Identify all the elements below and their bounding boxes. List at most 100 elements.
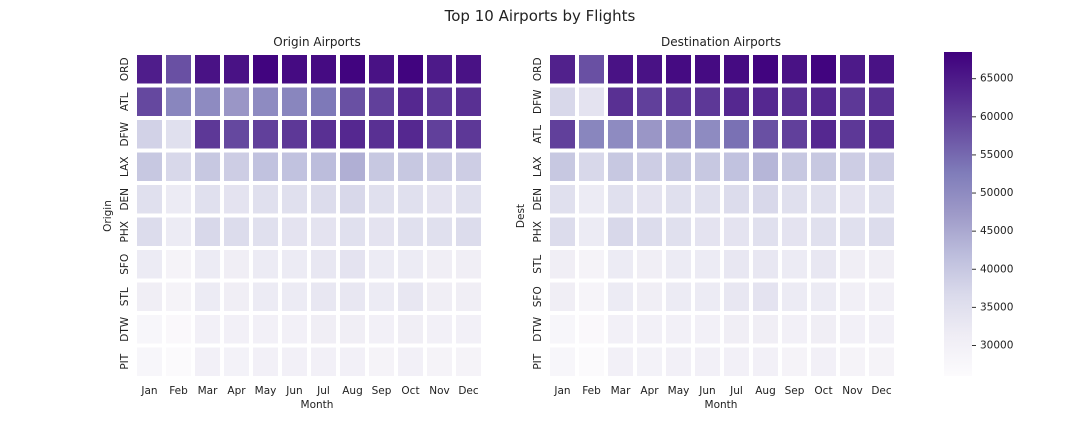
- destination-y-tick-label: ORD: [532, 57, 544, 81]
- origin-heatmap-cell: [166, 87, 191, 116]
- origin-heatmap-cell: [398, 87, 423, 116]
- origin-heatmap-cell: [456, 120, 481, 149]
- origin-heatmap-cell: [166, 250, 191, 279]
- origin-heatmap-cell: [398, 282, 423, 311]
- origin-y-tick-label: DFW: [119, 121, 131, 146]
- destination-heatmap-cell: [724, 55, 749, 84]
- origin-heatmap-cell: [195, 55, 220, 84]
- origin-heatmap-cell: [427, 282, 452, 311]
- origin-y-axis-label: Origin: [102, 200, 114, 232]
- origin-heatmap-cell: [137, 185, 162, 214]
- destination-heatmap-cell: [782, 250, 807, 279]
- origin-heatmap-cell: [253, 250, 278, 279]
- origin-y-tick-label: PIT: [119, 353, 131, 369]
- origin-heatmap-cell: [427, 120, 452, 149]
- destination-heatmap-cell: [666, 315, 691, 344]
- origin-heatmap-cell: [398, 152, 423, 181]
- origin-heatmap-cell: [427, 55, 452, 84]
- destination-x-tick-label: Mar: [611, 385, 631, 397]
- destination-heatmap-cell: [637, 152, 662, 181]
- origin-heatmap-cell: [166, 185, 191, 214]
- origin-heatmap-cell: [137, 152, 162, 181]
- origin-heatmap-cell: [224, 250, 249, 279]
- origin-y-tick-label: STL: [119, 287, 131, 306]
- destination-heatmap-cell: [753, 185, 778, 214]
- origin-heatmap-cell: [282, 55, 307, 84]
- origin-heatmap-cell: [340, 282, 365, 311]
- origin-heatmap-cell: [195, 185, 220, 214]
- destination-heatmap-cell: [608, 315, 633, 344]
- destination-heatmap-cell: [608, 87, 633, 116]
- origin-heatmap-cell: [456, 152, 481, 181]
- destination-heatmap-cell: [782, 120, 807, 149]
- origin-x-tick-label: Oct: [401, 385, 419, 397]
- destination-heatmap-cell: [579, 120, 604, 149]
- origin-x-tick-label: Aug: [342, 385, 363, 397]
- origin-heatmap-cell: [398, 315, 423, 344]
- destination-heatmap-cell: [579, 55, 604, 84]
- colorbar-tick-label: 45000: [980, 225, 1013, 237]
- origin-heatmap-cell: [224, 282, 249, 311]
- destination-x-tick-label: Oct: [814, 385, 832, 397]
- destination-heatmap-cell: [550, 152, 575, 181]
- destination-x-tick-label: May: [668, 385, 690, 397]
- origin-heatmap-cell: [282, 120, 307, 149]
- origin-heatmap-cell: [282, 217, 307, 246]
- destination-heatmap-cell: [666, 217, 691, 246]
- origin-heatmap-cell: [137, 87, 162, 116]
- origin-heatmap-cell: [427, 347, 452, 376]
- origin-x-tick-label: Jul: [316, 385, 330, 397]
- destination-heatmap-cell: [782, 282, 807, 311]
- destination-heatmap-cell: [811, 217, 836, 246]
- destination-heatmap-cell: [666, 347, 691, 376]
- colorbar-tick-label: 55000: [980, 149, 1013, 161]
- destination-heatmap-cell: [608, 347, 633, 376]
- origin-heatmap-cell: [253, 152, 278, 181]
- origin-heatmap-cell: [340, 55, 365, 84]
- origin-x-tick-label: May: [255, 385, 277, 397]
- origin-heatmap-cell: [282, 152, 307, 181]
- destination-heatmap-cell: [695, 55, 720, 84]
- origin-y-tick-label: ORD: [119, 57, 131, 81]
- destination-heatmap-cell: [753, 282, 778, 311]
- origin-x-tick-label: Sep: [372, 385, 392, 397]
- destination-y-tick-label: PHX: [532, 221, 544, 242]
- destination-heatmap-cell: [550, 217, 575, 246]
- destination-heatmap-cell: [724, 185, 749, 214]
- origin-heatmap-cell: [195, 87, 220, 116]
- origin-heatmap-cell: [398, 55, 423, 84]
- destination-heatmap-cell: [811, 347, 836, 376]
- destination-heatmap-cell: [637, 120, 662, 149]
- destination-heatmap-cell: [782, 87, 807, 116]
- destination-y-tick-label: DFW: [532, 89, 544, 114]
- destination-heatmap-cell: [869, 347, 894, 376]
- destination-heatmap-cell: [550, 250, 575, 279]
- destination-heatmap-cell: [811, 120, 836, 149]
- destination-heatmap-cell: [608, 217, 633, 246]
- origin-heatmap-cell: [340, 185, 365, 214]
- origin-heatmap-cell: [369, 120, 394, 149]
- origin-heatmap-cell: [282, 347, 307, 376]
- origin-heatmap-cell: [427, 250, 452, 279]
- origin-heatmap-cell: [311, 250, 336, 279]
- destination-heatmap-cell: [666, 55, 691, 84]
- origin-heatmap-cell: [195, 217, 220, 246]
- destination-heatmap-cell: [724, 120, 749, 149]
- destination-heatmap-cell: [695, 185, 720, 214]
- destination-heatmap-cell: [666, 120, 691, 149]
- origin-heatmap-cell: [224, 185, 249, 214]
- destination-heatmap-cell: [869, 185, 894, 214]
- origin-heatmap-cell: [195, 152, 220, 181]
- origin-x-tick-label: Dec: [458, 385, 479, 397]
- destination-heatmap-cell: [811, 250, 836, 279]
- destination-heatmap-cell: [666, 250, 691, 279]
- destination-heatmap-cell: [782, 185, 807, 214]
- origin-heatmap-cell: [224, 217, 249, 246]
- origin-heatmap-cell: [398, 185, 423, 214]
- destination-heatmap-cell: [782, 55, 807, 84]
- destination-heatmap-cell: [840, 185, 865, 214]
- destination-x-tick-label: Jan: [553, 385, 570, 397]
- destination-heatmap-cell: [608, 282, 633, 311]
- origin-x-tick-label: Mar: [198, 385, 218, 397]
- colorbar-tick-label: 50000: [980, 187, 1013, 199]
